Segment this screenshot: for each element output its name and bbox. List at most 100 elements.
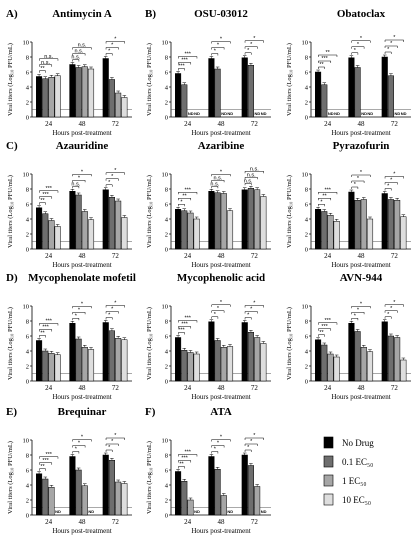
significance-bracket [178, 326, 192, 329]
not-detected-label: ND [227, 111, 233, 116]
x-tick-label: 72 [251, 518, 259, 526]
significance-bracket [72, 186, 80, 189]
bar [241, 189, 248, 250]
significance-label: * [220, 435, 223, 441]
significance-bracket [178, 62, 192, 65]
not-detected-label: ND [194, 509, 200, 514]
y-axis-label: Viral titers (Log₁₀ PFU/mL) [146, 441, 153, 514]
significance-label: * [111, 174, 114, 180]
bar [381, 321, 388, 382]
x-tick-label: 24 [45, 518, 53, 526]
not-detected-label: ND [227, 509, 233, 514]
y-tick-label: 0 [26, 246, 29, 253]
bar [254, 337, 261, 382]
y-tick-label: 8 [26, 452, 29, 459]
significance-label: n.s. [71, 181, 80, 187]
panel-antimycin-a: A) Antimycin A Viral titers (Log₁₀ PFU/mL)… [6, 8, 132, 137]
bar [54, 354, 61, 382]
bar [187, 212, 194, 250]
not-detected-label: ND [361, 111, 367, 116]
significance-bracket [178, 192, 198, 195]
legend-label: 1 EC₅₀ [342, 476, 367, 486]
y-tick-label: 4 [305, 84, 309, 91]
y-tick-label: 4 [26, 216, 30, 223]
y-tick-label: 2 [26, 497, 29, 504]
significance-label: * [78, 441, 81, 447]
y-tick-label: 6 [165, 201, 169, 208]
significance-label: * [250, 439, 253, 445]
significance-bracket [105, 437, 125, 440]
significance-bracket [351, 180, 365, 183]
significance-bracket [384, 176, 404, 179]
x-tick-label: 72 [391, 384, 399, 392]
significance-label: *** [324, 318, 331, 324]
significance-label: n.s. [210, 181, 219, 187]
x-axis-label: Hours post-treatment [191, 393, 250, 401]
legend-swatch [323, 493, 334, 506]
x-tick-label: 48 [218, 384, 226, 392]
bar [208, 456, 215, 516]
bar [247, 465, 254, 516]
significance-label: * [75, 447, 78, 453]
y-axis-label: Viral titers (Log₁₀ PFU/mL) [7, 307, 14, 380]
bar [254, 189, 261, 250]
significance-label: * [357, 42, 360, 48]
y-tick-label: 8 [26, 186, 29, 193]
y-tick-label: 8 [165, 318, 168, 325]
bar [394, 337, 401, 382]
x-tick-label: 48 [79, 120, 87, 128]
panel-title: Mycophenolate mofetil [28, 272, 136, 284]
x-tick-label: 24 [324, 384, 332, 392]
significance-label: ** [40, 66, 45, 72]
significance-label: ** [322, 193, 327, 199]
bar [366, 351, 374, 382]
x-tick-label: 48 [358, 120, 366, 128]
significance-label: * [111, 439, 114, 445]
bar [81, 211, 88, 250]
significance-label: n.s. [41, 60, 50, 66]
bar [42, 478, 49, 516]
significance-label: * [354, 182, 357, 188]
significance-bracket [72, 312, 86, 315]
significance-bracket [178, 68, 185, 71]
bar [48, 77, 55, 118]
panel-title: AVN-944 [340, 272, 383, 284]
significance-label: * [78, 175, 81, 181]
significance-bracket [72, 47, 92, 50]
not-detected-label: ND [194, 111, 200, 116]
panel-title: Obatoclax [337, 8, 386, 20]
y-axis-label: Viral titers (Log₁₀ PFU/mL) [146, 175, 153, 248]
significance-label: *** [45, 319, 52, 325]
significance-bracket [105, 47, 119, 50]
significance-bracket [105, 305, 125, 308]
x-axis-label: Hours post-treatment [52, 261, 111, 269]
legend-swatch [323, 436, 334, 449]
significance-bracket [318, 60, 332, 63]
significance-bracket [211, 316, 219, 319]
x-axis-label: Hours post-treatment [52, 393, 111, 401]
bar [381, 193, 388, 250]
panel-title: Antimycin A [52, 8, 112, 20]
significance-label: *** [42, 325, 49, 331]
significance-bracket [178, 198, 192, 201]
bar [121, 483, 128, 516]
bar [327, 215, 334, 250]
bar [81, 347, 88, 382]
y-tick-label: 2 [26, 363, 29, 370]
bar [315, 209, 322, 250]
significance-label: * [111, 43, 114, 49]
x-tick-label: 48 [358, 252, 366, 260]
y-tick-label: 10 [23, 437, 30, 444]
y-tick-label: 4 [165, 348, 169, 355]
significance-bracket [384, 188, 392, 191]
significance-label: * [217, 306, 220, 312]
not-detected-label: ND [395, 111, 401, 116]
y-tick-label: 6 [26, 201, 30, 208]
significance-bracket [244, 52, 252, 55]
x-axis-label: Hours post-treatment [52, 527, 111, 535]
panel-mycophenolate-mofetil: D) Mycophenolate mofetil Viral titers (Log… [6, 272, 136, 401]
significance-bracket [351, 312, 365, 315]
bar [115, 481, 122, 516]
bar [108, 330, 115, 382]
